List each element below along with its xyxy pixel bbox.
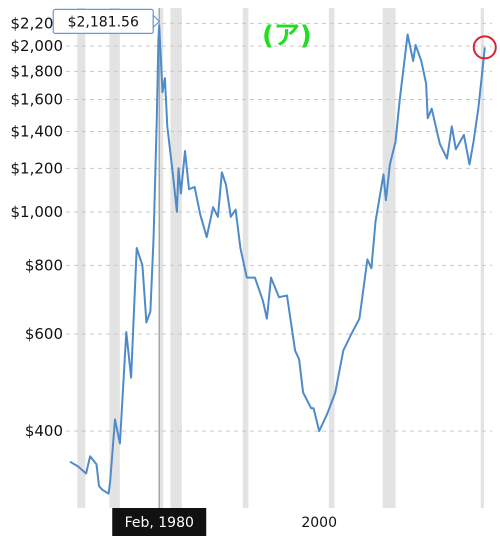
recession-bands [77, 8, 484, 508]
price-series-line [69, 24, 486, 495]
y-tick-label: $1,800 [11, 62, 64, 80]
y-tick-label: $1,200 [11, 159, 64, 177]
highlight-circle [472, 35, 497, 60]
recession-band [170, 8, 182, 508]
y-tick-label: $400 [25, 422, 63, 440]
y-tick-label: $2,200 [11, 14, 64, 32]
value-tooltip: $2,181.56 [52, 8, 161, 34]
crosshair-date-box [112, 508, 207, 536]
crosshair-date-label: Feb, 1980 [125, 515, 194, 531]
recession-band [480, 8, 484, 508]
recession-band [77, 8, 86, 508]
tooltip-pointer [152, 13, 161, 29]
y-axis-tick-labels: $400 $600 $800 $1,000 $1,200 $1,400 $1,600 $1,8… [11, 14, 64, 440]
tooltip-value: $2,181.56 [68, 14, 139, 30]
y-tick-label: $2,000 [11, 37, 64, 55]
recession-band [328, 8, 335, 508]
x-tick-label: 2000 [301, 515, 337, 531]
y-gridlines [66, 22, 492, 432]
chart-annotation: (ア) [262, 21, 312, 51]
recession-band [109, 8, 120, 508]
y-tick-label: $1,600 [11, 91, 64, 109]
recession-band [242, 8, 249, 508]
y-tick-label: $1,400 [11, 122, 64, 140]
y-tick-label: $600 [25, 325, 63, 343]
recession-band [158, 8, 164, 508]
recession-band [382, 8, 396, 508]
y-tick-label: $800 [25, 256, 63, 274]
y-tick-label: $1,000 [11, 203, 64, 221]
x-axis-labels: Feb, 1980 2000 [112, 508, 337, 536]
